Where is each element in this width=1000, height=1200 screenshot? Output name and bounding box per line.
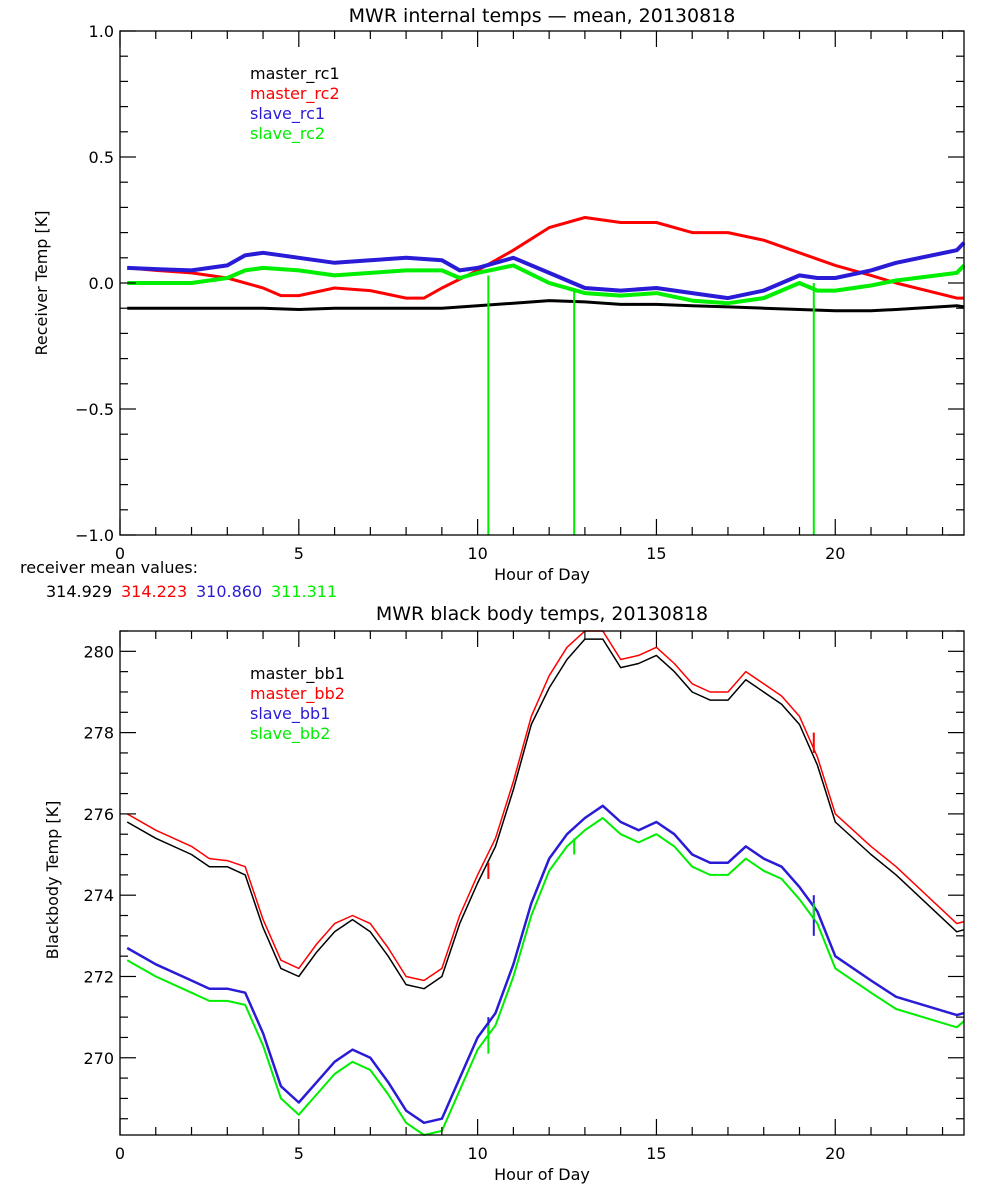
series-line-slave-rc2: [127, 263, 966, 306]
y-tick-label: 0.0: [89, 274, 114, 293]
legend-entry: master_bb2: [250, 684, 345, 704]
y-tick-label: −0.5: [75, 400, 114, 419]
x-tick-labels: 0 5 10 15 20: [115, 544, 846, 563]
series-line-slave-bb1: [126, 804, 965, 1125]
y-tick-label: −1.0: [75, 526, 114, 545]
legend-entry: slave_bb2: [250, 724, 330, 744]
y-tick-label: 278: [83, 724, 114, 743]
series-line-slave-bb2: [126, 817, 965, 1136]
x-tick-label: 0: [115, 544, 125, 563]
plot-frame: [119, 630, 965, 1136]
x-axis-label: Hour of Day: [494, 1165, 590, 1184]
y-tick-label: 276: [83, 805, 114, 824]
legend-entry: master_rc1: [250, 64, 340, 84]
x-tick-label: 20: [825, 544, 845, 563]
series-layer: [126, 630, 965, 1136]
series-line-slave-rc1: [127, 241, 966, 301]
chart-title: MWR black body temps, 20130818: [376, 603, 708, 625]
series-line-master-rc1: [127, 299, 965, 313]
series-layer: [127, 216, 966, 535]
mean-value: 311.311: [271, 582, 337, 601]
y-tick-label: 270: [83, 1049, 114, 1068]
series-line-master-bb1: [126, 638, 965, 990]
x-tick-label: 10: [467, 1144, 487, 1163]
axis-ticks: [119, 30, 964, 536]
y-tick-label: 274: [83, 886, 114, 905]
y-tick-labels: −1.0 −0.5 0.0 0.5 1.0: [75, 22, 114, 545]
x-tick-label: 5: [294, 1144, 304, 1163]
legend-entry: master_rc2: [250, 84, 340, 104]
axis-ticks: [119, 630, 964, 1135]
legend-entry: master_bb1: [250, 664, 345, 684]
legend: master_rc1 master_rc2 slave_rc1 slave_rc…: [250, 64, 340, 144]
mean-value: 314.929: [46, 582, 112, 601]
x-tick-label: 15: [646, 1144, 666, 1163]
x-tick-label: 15: [646, 544, 666, 563]
x-tick-label: 5: [294, 544, 304, 563]
mean-value: 310.860: [196, 582, 262, 601]
legend-entry: slave_bb1: [250, 704, 330, 724]
legend-entry: slave_rc1: [250, 104, 325, 124]
legend: master_bb1 master_bb2 slave_bb1 slave_bb…: [250, 664, 345, 744]
x-tick-label: 0: [115, 1144, 125, 1163]
y-tick-labels: 270 272 274 276 278 280: [83, 642, 114, 1067]
blackbody-temps-panel: MWR black body temps, 20130818 0 5 10 15…: [43, 603, 965, 1184]
y-tick-label: 0.5: [89, 148, 114, 167]
y-tick-label: 1.0: [89, 22, 114, 41]
x-tick-labels: 0 5 10 15 20: [115, 1144, 846, 1163]
y-axis-label: Receiver Temp [K]: [32, 210, 51, 355]
y-tick-label: 272: [83, 967, 114, 986]
mean-values-label: receiver mean values:: [20, 558, 198, 577]
receiver-temps-panel: MWR internal temps — mean, 20130818 0 5 …: [20, 5, 966, 601]
x-tick-label: 20: [825, 1144, 845, 1163]
chart-title: MWR internal temps — mean, 20130818: [349, 5, 736, 27]
mean-values: 314.929 314.223 310.860 311.311: [46, 582, 337, 601]
y-tick-label: 280: [83, 642, 114, 661]
mean-value: 314.223: [121, 582, 187, 601]
legend-entry: slave_rc2: [250, 124, 325, 144]
series-line-master-rc2: [127, 216, 964, 300]
series-line-master-bb2: [126, 630, 965, 982]
y-axis-label: Blackbody Temp [K]: [43, 801, 62, 960]
x-axis-label: Hour of Day: [494, 565, 590, 584]
x-tick-label: 10: [467, 544, 487, 563]
